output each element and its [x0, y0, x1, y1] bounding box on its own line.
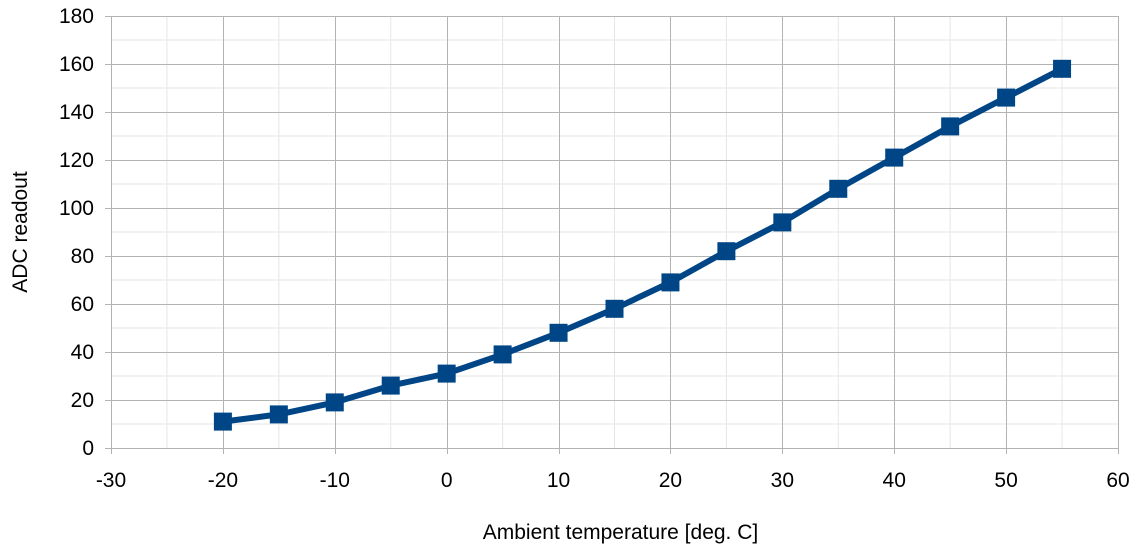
- y-tick-label: 20: [71, 389, 94, 412]
- x-tick-label: 60: [1106, 469, 1129, 492]
- data-point-marker: [437, 364, 456, 383]
- x-tick-label: -20: [208, 469, 238, 492]
- data-point-marker: [269, 405, 288, 424]
- y-axis-title: ADC readout: [9, 171, 32, 293]
- data-point-marker: [829, 179, 848, 198]
- x-tick-label: 10: [547, 469, 570, 492]
- y-tick-label: 140: [59, 101, 94, 124]
- data-point-marker: [549, 323, 568, 342]
- data-point-marker: [773, 213, 792, 232]
- data-point-marker: [941, 117, 960, 136]
- y-tick-label: 60: [71, 293, 94, 316]
- x-tick-label: -10: [320, 469, 350, 492]
- x-tick-label: 20: [659, 469, 682, 492]
- y-axis-ticks: 0 20 40 60 80 100 120 140 160 180: [59, 5, 94, 460]
- data-point-marker: [605, 299, 624, 318]
- major-gridlines: [105, 16, 1119, 454]
- y-tick-label: 180: [59, 5, 94, 28]
- x-tick-label: 40: [883, 469, 906, 492]
- data-point-marker: [1053, 59, 1072, 78]
- series-layer: [213, 59, 1072, 431]
- y-tick-label: 120: [59, 149, 94, 172]
- data-point-marker: [381, 376, 400, 395]
- series-line: [219, 65, 1066, 425]
- data-point-marker: [997, 88, 1016, 107]
- x-tick-label: 50: [994, 469, 1017, 492]
- data-point-marker: [885, 148, 904, 167]
- minor-gridlines: [111, 16, 1118, 448]
- x-axis-title: Ambient temperature [deg. C]: [483, 521, 758, 544]
- y-tick-label: 160: [59, 53, 94, 76]
- x-tick-label: 0: [441, 469, 453, 492]
- y-tick-label: 100: [59, 197, 94, 220]
- x-tick-label: -30: [96, 469, 126, 492]
- y-tick-label: 40: [71, 341, 94, 364]
- data-point-marker: [213, 412, 232, 431]
- y-tick-label: 80: [71, 245, 94, 268]
- y-tick-label: 0: [82, 437, 94, 460]
- x-tick-label: 30: [771, 469, 794, 492]
- data-point-marker: [661, 273, 680, 292]
- data-point-marker: [717, 242, 736, 261]
- data-point-marker: [325, 393, 344, 412]
- x-axis-ticks: -30 -20 -10 0 10 20 30 40 50 60: [96, 469, 1130, 492]
- data-point-marker: [493, 345, 512, 364]
